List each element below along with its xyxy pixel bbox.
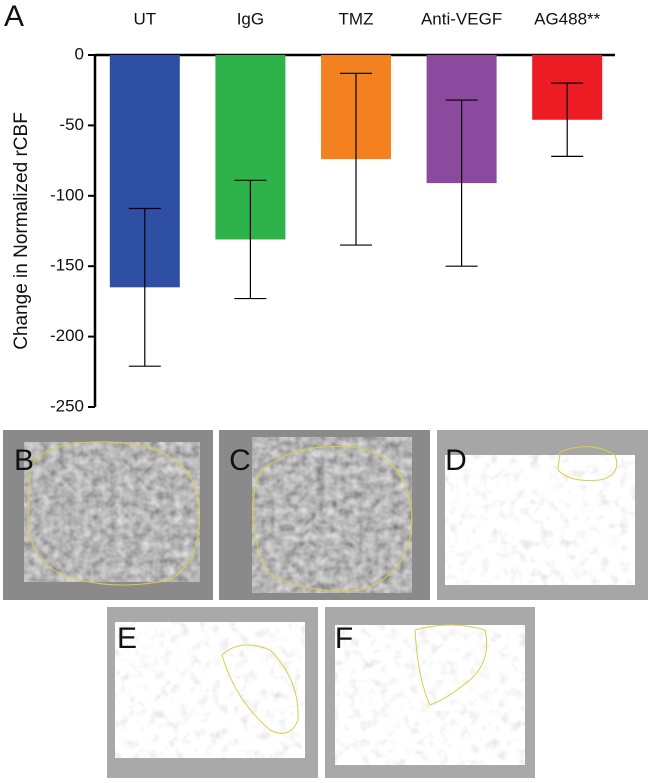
y-tick-label: -100 <box>50 185 84 204</box>
y-tick-label: -250 <box>50 396 84 415</box>
category-label: AG488** <box>534 9 601 28</box>
panel-label: F <box>335 622 353 655</box>
panel-label: D <box>445 444 467 477</box>
panel-label: B <box>14 444 34 477</box>
image-panel <box>3 430 213 600</box>
y-axis-label: Change in Normalized rCBF <box>11 112 32 350</box>
image-panel <box>219 430 430 600</box>
category-label: UT <box>133 9 156 28</box>
panel-label: C <box>229 444 251 477</box>
y-tick-label: -50 <box>59 115 84 134</box>
category-label: TMZ <box>339 9 374 28</box>
category-label: Anti-VEGF <box>421 9 502 28</box>
panel-label: A <box>4 0 24 33</box>
y-tick-label: -200 <box>50 326 84 345</box>
image-panel <box>325 607 535 778</box>
category-label: IgG <box>237 9 264 28</box>
y-tick-label: 0 <box>75 44 84 63</box>
image-panel <box>437 430 648 600</box>
panel-label: E <box>117 622 137 655</box>
bar-chart: 0 -50 -100 -150 -200 -250 UT IgG TMZ Anti-VEGF AG4… <box>50 9 615 415</box>
image-panel <box>107 607 318 778</box>
y-tick-label: -150 <box>50 256 84 275</box>
